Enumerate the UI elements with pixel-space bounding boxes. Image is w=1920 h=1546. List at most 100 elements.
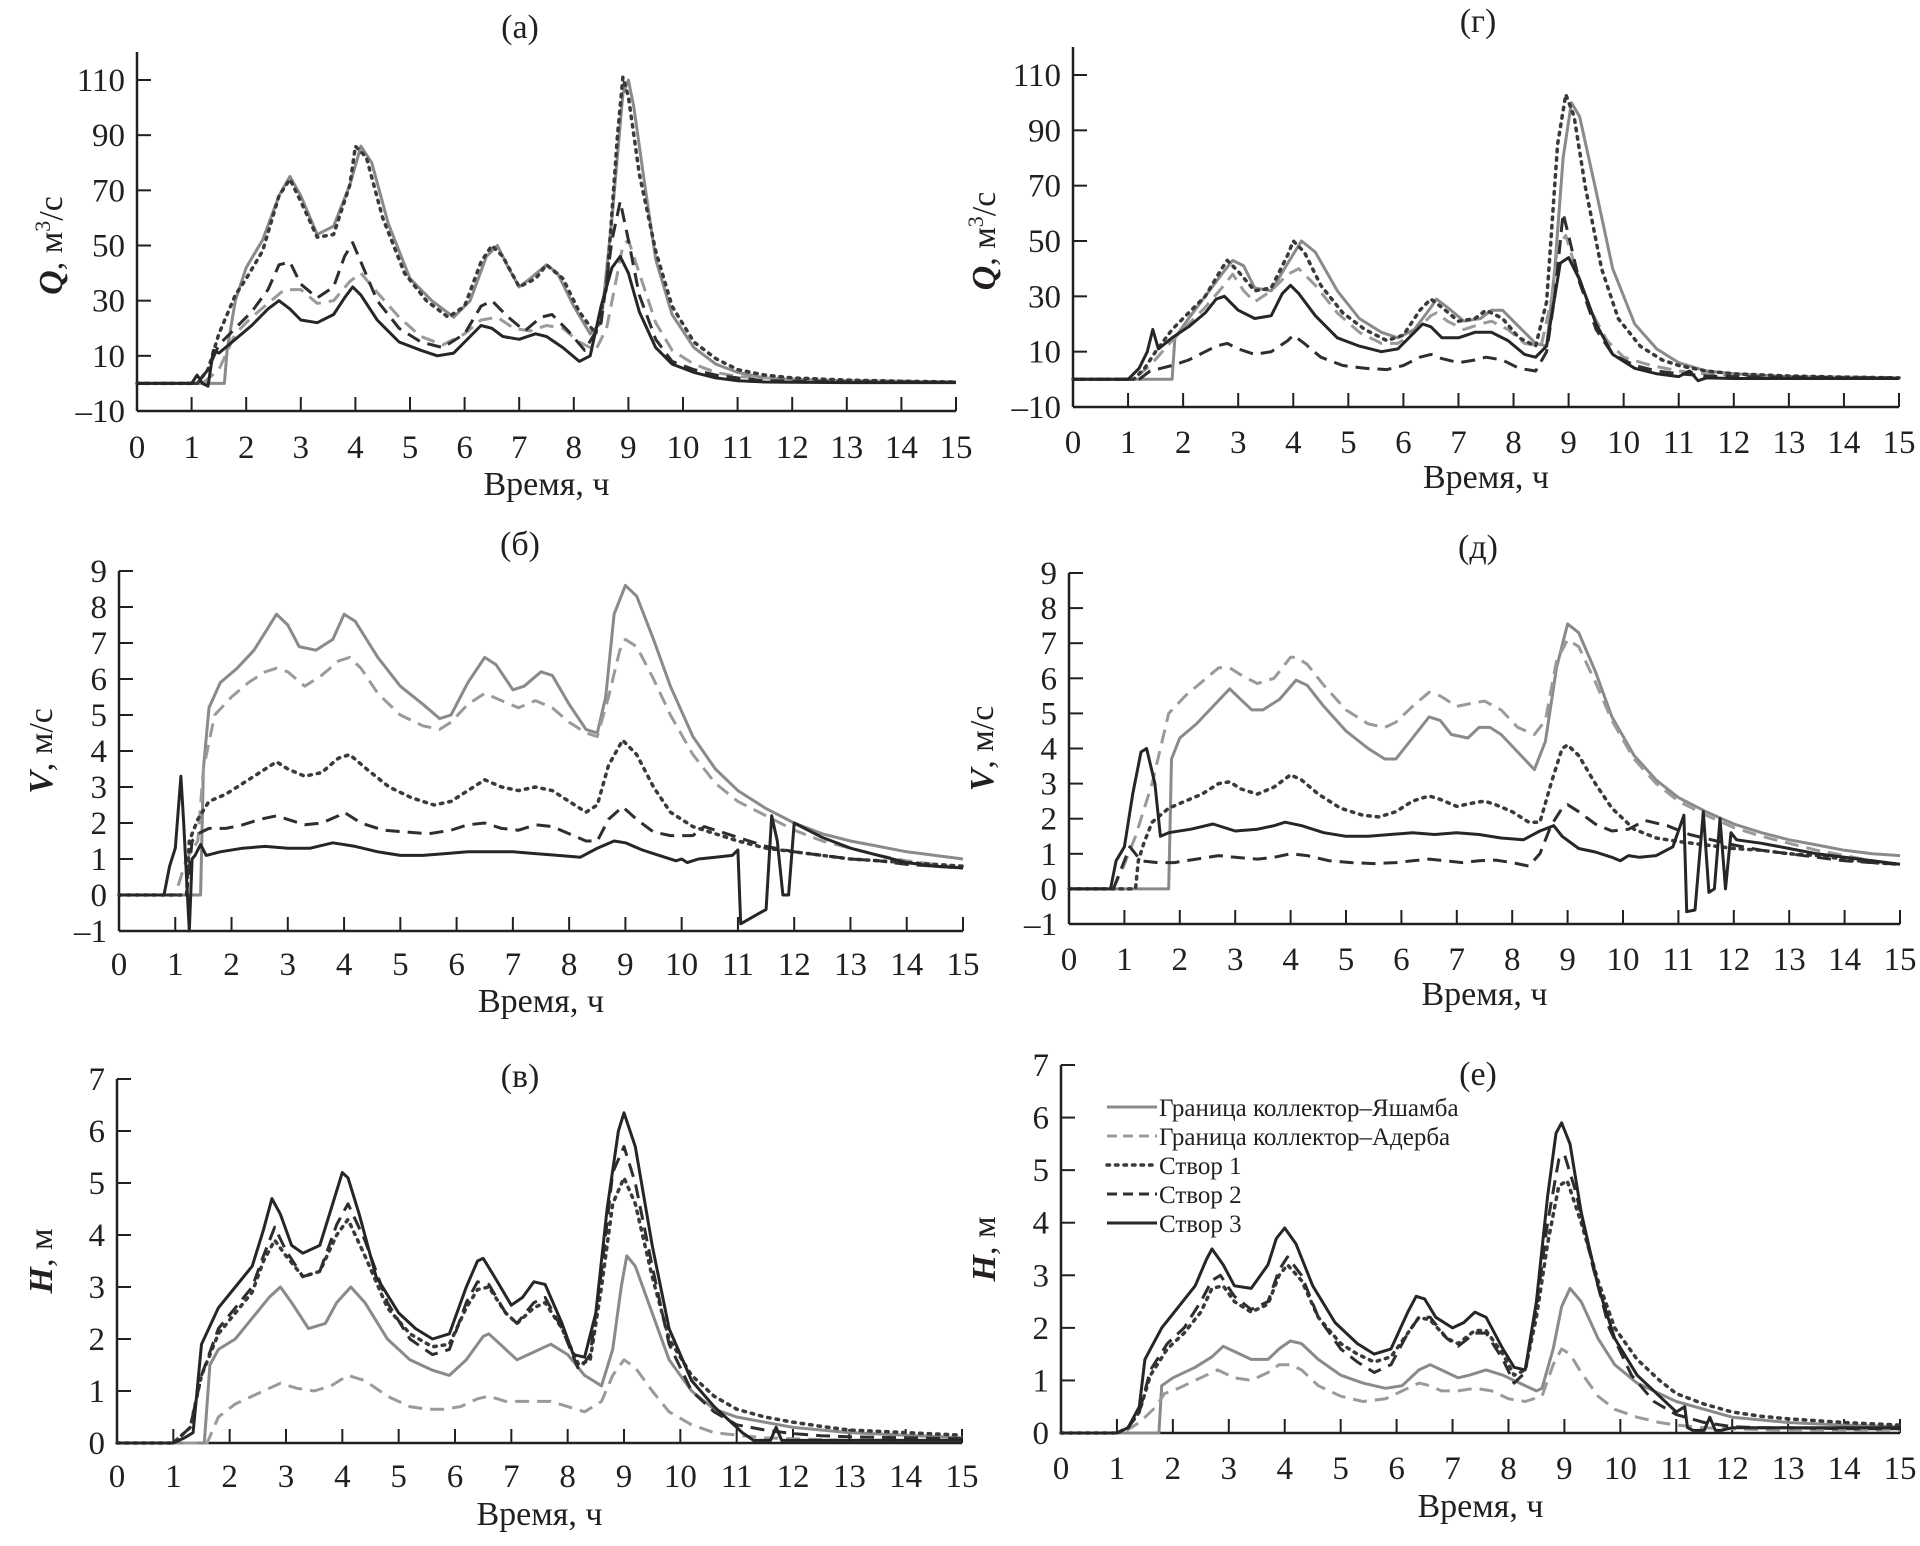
x-tick-label: 2	[1175, 425, 1192, 461]
panel-title: (в)	[501, 1058, 540, 1095]
y-axis-label: V, м/с	[23, 708, 60, 794]
y-tick-label: 7	[89, 1062, 106, 1098]
legend-label: Створ 2	[1159, 1182, 1242, 1209]
x-tick-label: 9	[620, 430, 637, 466]
y-tick-label: 9	[1041, 556, 1058, 592]
legend-item: Граница коллектор–Адерба	[1107, 1124, 1450, 1151]
y-tick-label: 1	[89, 1374, 106, 1410]
series-line-5	[137, 255, 956, 388]
y-tick-label: 6	[91, 662, 108, 698]
series-line-5	[1073, 256, 1899, 383]
y-tick-label: 10	[92, 339, 125, 375]
x-tick-label: 6	[1388, 1451, 1405, 1487]
x-tick-label: 0	[129, 430, 146, 466]
x-tick-label: 1	[183, 430, 200, 466]
y-tick-label: 6	[89, 1114, 106, 1150]
y-tick-label: 2	[91, 806, 108, 842]
y-axis-variable: Q	[966, 266, 1003, 291]
y-tick-label: 7	[1041, 626, 1058, 662]
series-line-5	[1069, 747, 1901, 914]
panel-f: (е)0 1 2 3 4 5 6 7 8 9 10 11 12 13 14 1501234567Время, …	[966, 1048, 1917, 1525]
y-tick-label: 3	[1041, 767, 1058, 803]
y-tick-label: 0	[1041, 872, 1058, 908]
x-tick-label: 12	[1717, 425, 1750, 461]
y-tick-label: 5	[1033, 1153, 1050, 1189]
x-tick-label: 6	[448, 947, 465, 983]
y-tick-label: 70	[1028, 169, 1061, 205]
x-tick-label: 10	[1607, 942, 1640, 978]
series-line-2	[119, 637, 964, 897]
x-axis-label: Время, ч	[1417, 1488, 1543, 1525]
x-tick-label: 3	[293, 430, 310, 466]
y-axis-unit: , м/с	[23, 708, 60, 771]
y-axis-unit: , м/с	[964, 706, 1001, 769]
x-tick-label: 15	[1883, 425, 1916, 461]
x-tick-label: 11	[1660, 1451, 1692, 1487]
x-axis-label: Время, ч	[1423, 459, 1549, 496]
legend-label: Створ 1	[1159, 1153, 1242, 1180]
y-tick-label: 110	[1013, 58, 1061, 94]
y-tick-label: –1	[1023, 907, 1057, 943]
series-line-5	[117, 1111, 962, 1445]
y-tick-label: 8	[1041, 591, 1058, 627]
x-tick-label: 2	[223, 947, 240, 983]
y-tick-label: 90	[1028, 113, 1061, 149]
x-tick-label: 7	[503, 1459, 520, 1495]
x-tick-label: 7	[1449, 942, 1466, 978]
x-tick-label: 3	[280, 947, 297, 983]
y-tick-label: 5	[89, 1166, 106, 1202]
series-line-3	[1067, 743, 1902, 891]
panel-title: (б)	[500, 526, 540, 563]
x-axis-label: Время, ч	[476, 1496, 602, 1533]
panel-d: (г)0 1 2 3 4 5 6 7 8 9 10 11 12 13 14 15–10103050709011…	[963, 3, 1916, 496]
series-line-1	[119, 583, 964, 897]
y-tick-label: 50	[1028, 224, 1061, 260]
x-tick-label: 14	[885, 430, 918, 466]
y-tick-label: 5	[91, 698, 108, 734]
x-tick-label: 1	[165, 1459, 182, 1495]
y-tick-label: –10	[75, 394, 126, 430]
y-axis-unit: , м	[33, 232, 70, 271]
y-tick-label: 2	[1033, 1311, 1050, 1347]
x-tick-label: 10	[1607, 425, 1640, 461]
x-axis-label: Время, ч	[478, 983, 604, 1020]
x-tick-label: 12	[778, 947, 811, 983]
y-axis-unit-sup: 3	[30, 221, 55, 232]
x-tick-label: 8	[566, 430, 583, 466]
y-tick-label: 4	[91, 734, 108, 770]
x-tick-label: 9	[1556, 1451, 1573, 1487]
y-tick-label: 6	[1041, 661, 1058, 697]
x-tick-label: 3	[278, 1459, 295, 1495]
legend-item: Створ 3	[1107, 1211, 1242, 1238]
series-line-2	[1073, 234, 1900, 381]
y-axis-unit-tail: /с	[33, 196, 70, 221]
x-tick-label: 13	[830, 430, 863, 466]
x-tick-label: 11	[1663, 942, 1695, 978]
x-tick-label: 5	[1332, 1451, 1349, 1487]
panel-a: (а)0 1 2 3 4 5 6 7 8 9 10 11 12 13 14 15–10103050709011…	[30, 9, 973, 503]
y-tick-label: 4	[89, 1218, 106, 1254]
y-axis-unit: , м	[966, 227, 1003, 266]
y-tick-label: 1	[1033, 1363, 1050, 1399]
x-tick-label: 10	[665, 947, 698, 983]
y-axis-label: V, м/с	[964, 706, 1001, 792]
y-axis-label: Q, м3/с	[30, 196, 71, 295]
x-tick-label: 5	[1338, 942, 1355, 978]
y-tick-label: 30	[1028, 279, 1061, 315]
x-tick-label: 11	[1663, 425, 1695, 461]
x-tick-label: 15	[1884, 942, 1917, 978]
legend-label: Граница коллектор–Адерба	[1159, 1124, 1450, 1151]
panel-c: (в)0 1 2 3 4 5 6 7 8 9 10 11 12 13 14 1501234567Время, …	[23, 1058, 979, 1533]
y-tick-label: 10	[1028, 335, 1061, 371]
series-line-2	[137, 238, 957, 385]
y-axis-unit: , м	[966, 1217, 1003, 1256]
series-line-1	[1069, 622, 1901, 891]
x-tick-label: 9	[1560, 425, 1577, 461]
y-tick-label: 7	[1033, 1048, 1050, 1084]
y-tick-label: 0	[91, 878, 108, 914]
y-tick-label: 8	[91, 590, 108, 626]
panel-b: (б)0 1 2 3 4 5 6 7 8 9 10 11 12 13 14 15–10123456789Вре…	[23, 526, 980, 1020]
x-tick-label: 2	[1165, 1451, 1182, 1487]
x-tick-label: 15	[947, 947, 980, 983]
